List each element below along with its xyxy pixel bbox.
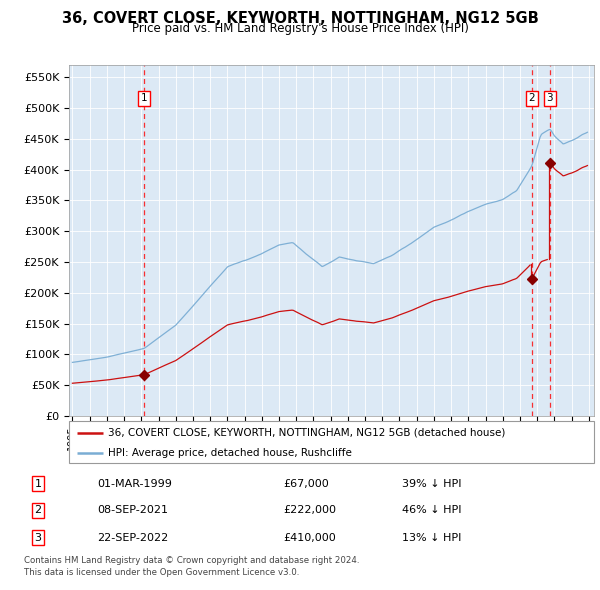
- Text: 1: 1: [141, 93, 148, 103]
- Text: 36, COVERT CLOSE, KEYWORTH, NOTTINGHAM, NG12 5GB (detached house): 36, COVERT CLOSE, KEYWORTH, NOTTINGHAM, …: [109, 428, 506, 438]
- Text: 1: 1: [35, 479, 41, 489]
- Text: 01-MAR-1999: 01-MAR-1999: [97, 479, 172, 489]
- Text: 2: 2: [529, 93, 535, 103]
- Text: £410,000: £410,000: [283, 533, 336, 543]
- Text: 46% ↓ HPI: 46% ↓ HPI: [402, 506, 461, 515]
- Text: 08-SEP-2021: 08-SEP-2021: [97, 506, 169, 515]
- Text: 2: 2: [35, 506, 41, 515]
- Text: 22-SEP-2022: 22-SEP-2022: [97, 533, 169, 543]
- Text: Price paid vs. HM Land Registry's House Price Index (HPI): Price paid vs. HM Land Registry's House …: [131, 22, 469, 35]
- Text: £222,000: £222,000: [283, 506, 337, 515]
- Text: 3: 3: [35, 533, 41, 543]
- Text: 39% ↓ HPI: 39% ↓ HPI: [402, 479, 461, 489]
- Text: 3: 3: [547, 93, 553, 103]
- Text: HPI: Average price, detached house, Rushcliffe: HPI: Average price, detached house, Rush…: [109, 448, 352, 457]
- FancyBboxPatch shape: [69, 421, 594, 463]
- Text: £67,000: £67,000: [283, 479, 329, 489]
- Text: 13% ↓ HPI: 13% ↓ HPI: [402, 533, 461, 543]
- Text: 36, COVERT CLOSE, KEYWORTH, NOTTINGHAM, NG12 5GB: 36, COVERT CLOSE, KEYWORTH, NOTTINGHAM, …: [62, 11, 538, 25]
- Text: Contains HM Land Registry data © Crown copyright and database right 2024.
This d: Contains HM Land Registry data © Crown c…: [24, 556, 359, 576]
